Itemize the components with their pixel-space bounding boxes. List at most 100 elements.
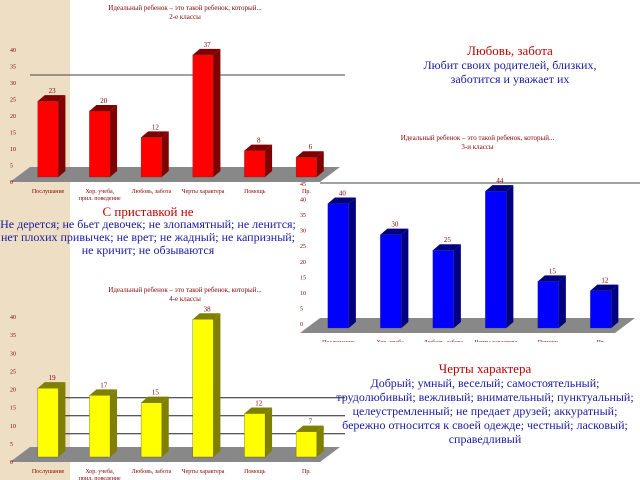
bar bbox=[295, 157, 317, 178]
bar-top bbox=[296, 151, 324, 158]
y-tick-label: 45 bbox=[300, 182, 306, 188]
bar-top bbox=[432, 244, 461, 251]
bar-top bbox=[89, 389, 118, 396]
y-tick-label: 40 bbox=[10, 315, 16, 321]
bar-side bbox=[110, 389, 118, 457]
bar-side bbox=[58, 382, 66, 457]
traits-block: Черты характера Добрый; умный, веселый; … bbox=[335, 362, 635, 447]
bar-top bbox=[89, 105, 118, 111]
y-tick-label: 20 bbox=[10, 114, 16, 120]
data-label: 15 bbox=[549, 267, 557, 275]
chart-subtitle: 4-е классы bbox=[169, 295, 201, 303]
bar-side bbox=[348, 197, 356, 328]
y-tick-label: 15 bbox=[300, 275, 306, 281]
y-tick-label: 35 bbox=[300, 213, 306, 219]
y-tick-label: 30 bbox=[10, 81, 16, 87]
x-tick-label: Любовь, забота bbox=[424, 339, 464, 342]
x-tick-label: Хор. учеба, bbox=[85, 188, 114, 195]
bar bbox=[244, 150, 266, 178]
bar-side bbox=[161, 131, 169, 177]
y-tick-label: 10 bbox=[10, 147, 16, 153]
ne-block: С приставкой не Не дерется; не бьет дево… bbox=[0, 205, 296, 257]
bar-top bbox=[485, 185, 514, 192]
chart-4th-grade: Идеальный ребенок – это такой ребенок, к… bbox=[10, 286, 345, 480]
bar-top bbox=[296, 425, 324, 432]
bar bbox=[537, 281, 560, 329]
y-tick-label: 25 bbox=[300, 244, 306, 250]
y-tick-label: 0 bbox=[10, 460, 13, 466]
bar-top bbox=[590, 284, 619, 291]
bar-top bbox=[327, 197, 356, 204]
y-tick-label: 5 bbox=[300, 306, 303, 312]
y-tick-label: 20 bbox=[10, 388, 16, 394]
bar-side bbox=[213, 313, 221, 457]
bar-side bbox=[401, 228, 409, 328]
data-label: 23 bbox=[49, 87, 57, 95]
data-label: 7 bbox=[309, 418, 313, 426]
bar-top bbox=[537, 275, 566, 282]
x-tick-label: Пр. bbox=[302, 189, 311, 195]
love-heading: Любовь, забота bbox=[467, 43, 553, 58]
y-tick-label: 5 bbox=[10, 164, 13, 170]
chart-subtitle: 3-и классы bbox=[461, 143, 494, 151]
y-tick-label: 25 bbox=[10, 98, 16, 104]
x-tick-label: Пр. bbox=[596, 340, 605, 342]
x-tick-label: Любовь, забота bbox=[132, 188, 172, 195]
y-tick-label: 10 bbox=[10, 424, 16, 430]
x-tick-label: Помощь bbox=[538, 340, 560, 342]
traits-body: Добрый; умный, веселый; самостоятельный;… bbox=[336, 376, 634, 446]
bar bbox=[37, 100, 59, 178]
data-label: 40 bbox=[339, 190, 347, 198]
bar-top bbox=[192, 313, 221, 320]
y-tick-label: 0 bbox=[300, 322, 303, 328]
y-tick-label: 20 bbox=[300, 260, 306, 266]
bar bbox=[140, 402, 162, 458]
bar bbox=[380, 234, 402, 329]
y-tick-label: 0 bbox=[10, 180, 13, 186]
y-tick-label: 10 bbox=[300, 291, 306, 297]
data-label: 15 bbox=[152, 389, 160, 397]
bar bbox=[89, 395, 111, 458]
data-label: 12 bbox=[601, 277, 609, 285]
bar bbox=[327, 203, 350, 329]
data-label: 44 bbox=[496, 177, 504, 185]
data-label: 17 bbox=[100, 381, 108, 389]
chart-title: Идеальный ребенок – это такой ребенок, к… bbox=[108, 4, 262, 12]
y-tick-label: 30 bbox=[10, 351, 16, 357]
bar bbox=[244, 413, 266, 458]
bar-side bbox=[58, 95, 66, 177]
bar-side bbox=[265, 144, 273, 177]
chart-2nd-grade: Идеальный ребенок – это такой ребенок, к… bbox=[10, 4, 345, 202]
y-tick-label: 30 bbox=[300, 229, 306, 235]
y-tick-label: 40 bbox=[300, 198, 306, 204]
bar-side bbox=[506, 185, 514, 328]
bar bbox=[140, 137, 162, 178]
x-tick-label: Послушание bbox=[32, 189, 65, 195]
data-label: 25 bbox=[444, 236, 452, 244]
y-tick-label: 5 bbox=[10, 442, 13, 448]
bar-top bbox=[37, 382, 66, 389]
x-tick-label: Черты характера bbox=[475, 340, 518, 342]
chart-title: Идеальный ребенок – это такой ребенок, к… bbox=[401, 134, 555, 142]
x-tick-label: Послушание bbox=[322, 340, 355, 342]
chart-3rd-grade: Идеальный ребенок – это такой ребенок, к… bbox=[300, 134, 640, 342]
ne-body: Не дерется; не бьет девочек; не злопамят… bbox=[0, 217, 296, 257]
x-tick-label-line2: прил. поведение bbox=[79, 196, 121, 202]
y-tick-label: 35 bbox=[10, 333, 16, 339]
love-body: Любит своих родителей, близких, заботитс… bbox=[423, 58, 597, 86]
data-label: 37 bbox=[204, 41, 212, 49]
bar-side bbox=[611, 284, 619, 328]
x-tick-label: Любовь, забота bbox=[132, 468, 172, 475]
bar-side bbox=[110, 105, 118, 177]
data-label: 8 bbox=[257, 137, 261, 145]
x-tick-label: Пр. bbox=[302, 469, 311, 475]
bar-side bbox=[316, 425, 324, 457]
y-tick-label: 25 bbox=[10, 369, 16, 375]
bar-side bbox=[161, 396, 169, 457]
bar-side bbox=[265, 407, 273, 457]
bar bbox=[37, 387, 59, 458]
bar bbox=[89, 110, 111, 178]
bar bbox=[432, 250, 455, 329]
love-block: Любовь, забота Любит своих родителей, бл… bbox=[395, 43, 625, 87]
x-tick-label: Черты характера bbox=[182, 469, 225, 475]
